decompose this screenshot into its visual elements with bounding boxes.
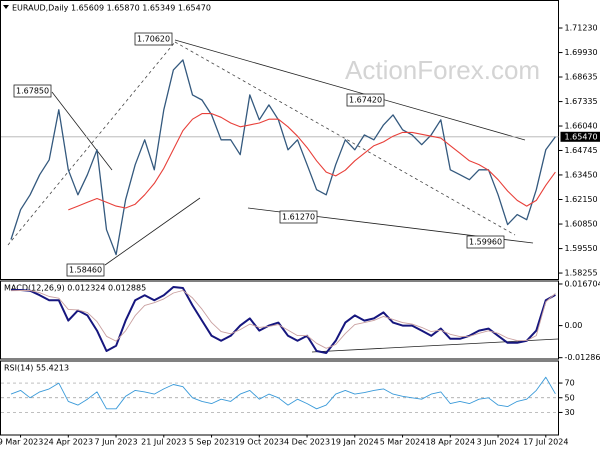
series-line <box>11 286 556 354</box>
panel-title: MACD(12,26,9) 0.012324 0.012885 <box>4 284 146 293</box>
x-tick-label: 3 Jun 2024 <box>477 438 520 447</box>
x-tick-label: 4 Dec 2023 <box>284 438 330 447</box>
x-tick-label: 18 Apr 2024 <box>426 438 475 447</box>
y-tick-label: -0.012869 <box>565 353 600 362</box>
annotation: 1.70620 <box>137 35 170 44</box>
y-tick-label: 1.63450 <box>565 170 598 179</box>
annotation-box <box>466 235 505 249</box>
y-tick-label: 50 <box>565 393 575 402</box>
y-tick-label: 1.60850 <box>565 220 598 229</box>
trendline <box>174 41 516 236</box>
watermark: ActionForex.com <box>345 55 540 85</box>
trendline <box>174 39 526 141</box>
annotation: 1.59960 <box>469 238 502 247</box>
annotation-box <box>66 263 105 277</box>
y-tick-label: 0.00 <box>565 321 583 330</box>
x-tick-label: 9 Mar 2023 <box>0 438 43 447</box>
panel-title: RSI(14) 55.4213 <box>4 364 69 373</box>
x-tick-label: 19 Jan 2024 <box>331 438 379 447</box>
x-tick-label: 7 Jun 2023 <box>95 438 138 447</box>
annotation: 1.67420 <box>349 96 382 105</box>
series-line <box>10 290 556 349</box>
y-tick-label: 1.68635 <box>565 73 598 82</box>
annotation: 1.58460 <box>69 266 102 275</box>
y-tick-label: 1.69930 <box>565 48 598 57</box>
series-line <box>10 376 556 410</box>
series-line <box>68 113 556 211</box>
x-tick-label: 17 Jul 2024 <box>523 438 568 447</box>
annotation-box <box>279 210 318 224</box>
trendline <box>311 338 559 353</box>
panel-title: EURAUD,Daily 1.65609 1.65870 1.65349 1.6… <box>12 4 211 13</box>
x-tick-label: 19 Oct 2023 <box>235 438 284 447</box>
y-tick-label: 70 <box>565 379 575 388</box>
y-tick-label: 1.64745 <box>565 146 598 155</box>
current-price-box <box>560 131 600 142</box>
x-tick-label: 21 Jul 2023 <box>141 438 186 447</box>
y-tick-label: 30 <box>565 408 575 417</box>
series-line <box>10 59 556 256</box>
trendline <box>104 197 201 266</box>
macd-panel-frame <box>0 280 559 360</box>
y-tick-label: 1.59550 <box>565 244 598 253</box>
price-panel-frame <box>0 0 559 280</box>
annotation-box <box>13 84 52 98</box>
x-tick-label: 5 Sep 2023 <box>189 438 235 447</box>
x-tick-label: 5 Mar 2024 <box>380 438 426 447</box>
trendline <box>51 91 113 171</box>
y-tick-label: 1.58255 <box>565 269 598 278</box>
x-tick-label: 24 Apr 2023 <box>44 438 93 447</box>
annotation-box <box>346 93 385 107</box>
annotation: 1.61270 <box>282 213 315 222</box>
y-tick-label: 1.62150 <box>565 195 598 204</box>
annotation: 1.67850 <box>16 87 49 96</box>
y-tick-label: 1.71230 <box>565 24 598 33</box>
y-tick-label: 1.66040 <box>565 122 598 131</box>
y-tick-label: 0.016704 <box>565 279 600 288</box>
current-price-label: 1.65470 <box>565 132 598 141</box>
y-tick-label: 1.67335 <box>565 97 598 106</box>
panel-icon <box>3 5 9 9</box>
trendline <box>7 41 176 246</box>
annotation-box <box>134 32 173 46</box>
